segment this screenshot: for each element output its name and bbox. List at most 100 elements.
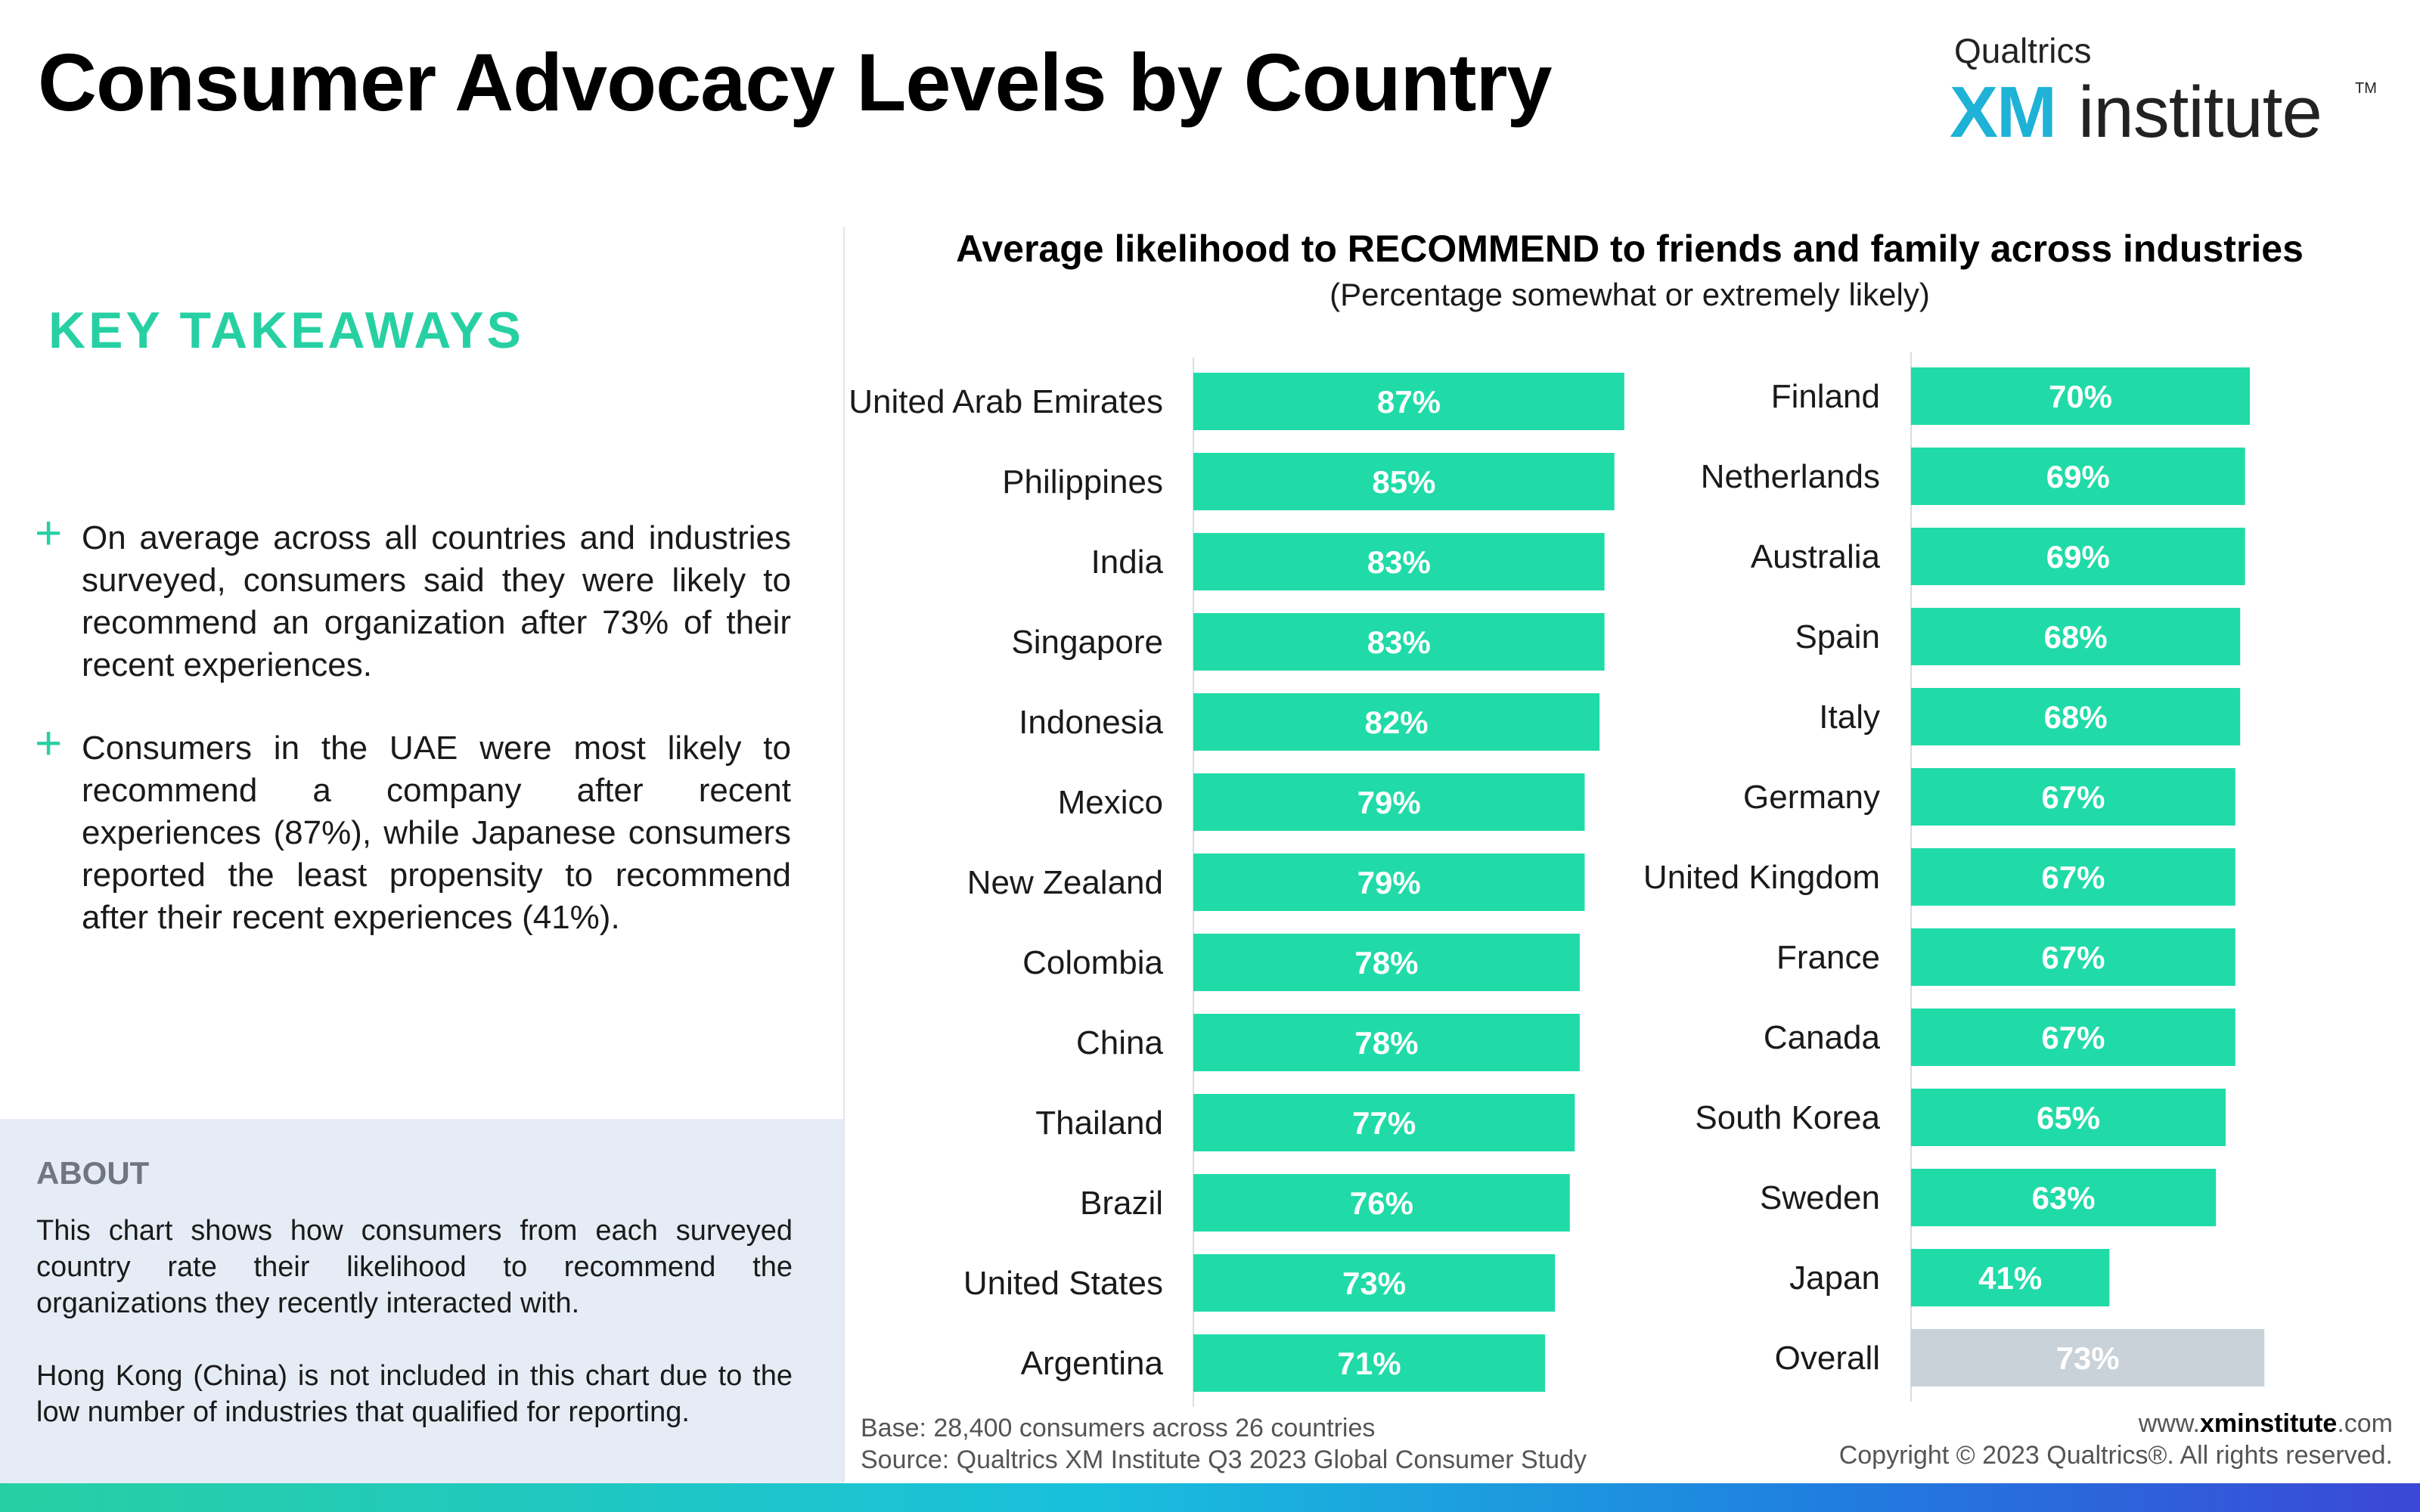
bar xyxy=(1911,1009,2235,1066)
category-label: Indonesia xyxy=(1019,704,1163,741)
category-label: Germany xyxy=(1743,779,1880,816)
data-label: 67% xyxy=(2041,860,2105,895)
category-label: Mexico xyxy=(1058,784,1163,821)
copyright-text: Copyright © 2023 Qualtrics®. All rights … xyxy=(1838,1441,2393,1470)
bar xyxy=(1193,1014,1580,1071)
bar xyxy=(1193,1094,1575,1151)
category-label: Sweden xyxy=(1760,1179,1880,1216)
category-label: Philippines xyxy=(1002,463,1163,500)
bar xyxy=(1911,848,2235,906)
category-label: Colombia xyxy=(1022,944,1163,981)
data-label: 69% xyxy=(2046,459,2110,494)
bar xyxy=(1193,1174,1570,1232)
category-label: New Zealand xyxy=(967,864,1163,901)
vertical-divider xyxy=(843,227,845,1482)
footer-source-line: Source: Qualtrics XM Institute Q3 2023 G… xyxy=(861,1445,1587,1474)
bar xyxy=(1193,373,1624,430)
data-label: 76% xyxy=(1350,1185,1413,1221)
bar xyxy=(1911,1329,2265,1387)
category-label: Thailand xyxy=(1035,1105,1163,1142)
category-label: France xyxy=(1776,939,1880,976)
category-label: United States xyxy=(963,1265,1163,1302)
category-label: Japan xyxy=(1789,1259,1880,1297)
data-label: 79% xyxy=(1357,865,1421,900)
data-label: 83% xyxy=(1367,624,1431,660)
plus-icon: + xyxy=(35,507,63,559)
data-label: 73% xyxy=(1342,1266,1406,1301)
bar xyxy=(1911,608,2241,665)
bar xyxy=(1911,1089,2226,1146)
data-label: 78% xyxy=(1354,1025,1418,1061)
logo-xm: XM xyxy=(1950,72,2057,153)
bottom-gradient-bar xyxy=(0,1483,2420,1512)
bar xyxy=(1911,768,2235,826)
category-label: Spain xyxy=(1795,618,1880,655)
bar xyxy=(1911,367,2250,425)
footer-source: Base: 28,400 consumers across 26 countri… xyxy=(861,1412,1587,1476)
data-label: 69% xyxy=(2046,539,2110,575)
category-label: United Kingdom xyxy=(1643,859,1880,896)
bar xyxy=(1193,854,1585,911)
category-label: Singapore xyxy=(1011,624,1163,661)
about-description: This chart shows how consumers from each… xyxy=(36,1215,793,1319)
xm-institute-logo: Qualtrics XM institute TM xyxy=(1950,30,2377,153)
bar xyxy=(1193,693,1600,751)
key-takeaways-heading: KEY TAKEAWAYS xyxy=(48,302,524,359)
category-label: Brazil xyxy=(1080,1185,1163,1222)
bar xyxy=(1193,773,1585,831)
data-label: 85% xyxy=(1372,464,1435,500)
data-label: 67% xyxy=(2041,940,2105,975)
category-label: Italy xyxy=(1819,699,1880,736)
takeaway-item: + Consumers in the UAE were most likely … xyxy=(35,720,791,939)
chart-subtitle: (Percentage somewhat or extremely likely… xyxy=(1329,277,1930,312)
chart-title: Average likelihood to RECOMMEND to frien… xyxy=(956,228,2304,270)
footer-copyright: www.xminstitute.com Copyright © 2023 Qua… xyxy=(1839,1408,2393,1471)
bar xyxy=(1193,1254,1556,1312)
website-link[interactable]: www.xminstitute.com xyxy=(2138,1409,2393,1438)
data-label: 73% xyxy=(2056,1340,2120,1376)
bar xyxy=(1911,928,2235,986)
data-label: 77% xyxy=(1352,1105,1416,1141)
data-label: 79% xyxy=(1357,785,1421,820)
plus-icon: + xyxy=(35,717,63,770)
bar xyxy=(1911,448,2245,505)
category-label: Netherlands xyxy=(1701,458,1880,495)
category-label: Canada xyxy=(1764,1019,1881,1056)
bar xyxy=(1911,528,2245,585)
data-label: 63% xyxy=(2032,1180,2096,1216)
logo-brand: Qualtrics xyxy=(1954,31,2092,70)
category-label: Finland xyxy=(1771,378,1880,415)
data-label: 87% xyxy=(1377,384,1441,420)
category-label: South Korea xyxy=(1695,1099,1880,1136)
takeaway-text: On average across all countries and indu… xyxy=(82,519,791,683)
data-label: 67% xyxy=(2041,779,2105,815)
bar xyxy=(1193,613,1605,671)
takeaway-item: + On average across all countries and in… xyxy=(35,510,791,686)
category-label: China xyxy=(1076,1024,1163,1061)
bar xyxy=(1193,533,1605,590)
data-label: 41% xyxy=(1978,1260,2042,1296)
footer-base: Base: 28,400 consumers across 26 countri… xyxy=(861,1414,1376,1442)
data-label: 78% xyxy=(1354,945,1418,981)
bar xyxy=(1911,1169,2217,1226)
category-label: United Arab Emirates xyxy=(849,383,1163,420)
bar xyxy=(1911,688,2241,745)
data-label: 71% xyxy=(1337,1346,1401,1381)
data-label: 70% xyxy=(2049,379,2112,414)
bar xyxy=(1193,453,1615,510)
data-label: 68% xyxy=(2044,699,2108,735)
data-label: 65% xyxy=(2037,1100,2100,1136)
data-label: 67% xyxy=(2041,1020,2105,1055)
logo-trademark: TM xyxy=(2355,80,2377,97)
about-heading: ABOUT xyxy=(36,1155,150,1191)
logo-institute: institute xyxy=(2078,72,2322,153)
category-label: India xyxy=(1091,544,1164,581)
data-label: 68% xyxy=(2044,619,2108,655)
data-label: 83% xyxy=(1367,544,1431,580)
about-note: Hong Kong (China) is not included in thi… xyxy=(36,1360,793,1428)
about-panel: ABOUT This chart shows how consumers fro… xyxy=(0,1119,844,1483)
bar xyxy=(1911,1249,2110,1306)
bar xyxy=(1193,934,1580,991)
page-title: Consumer Advocacy Levels by Country xyxy=(38,36,1553,128)
